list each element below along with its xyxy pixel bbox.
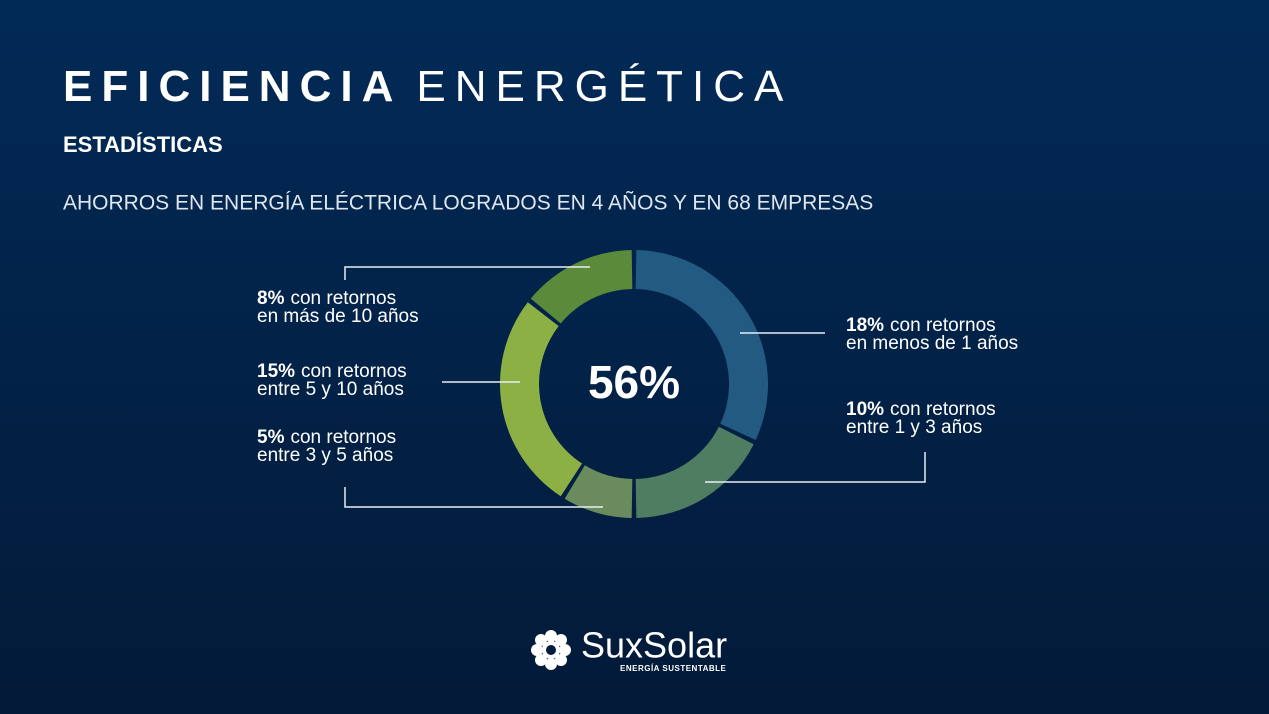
segment-label-line: entre 5 y 10 años bbox=[257, 379, 404, 400]
leader-line bbox=[344, 266, 590, 280]
title: EFICIENCIA ENERGÉTICA bbox=[63, 62, 792, 111]
segment-label-line: en menos de 1 años bbox=[846, 333, 1018, 354]
donut-segment bbox=[635, 250, 769, 441]
segment-label: 8% con retornos bbox=[257, 288, 396, 309]
donut-segment bbox=[635, 426, 754, 518]
segment-label-line: con retornos bbox=[890, 315, 996, 336]
donut-segment bbox=[499, 302, 583, 497]
leader-line bbox=[705, 452, 926, 483]
segment-label-line: en más de 10 años bbox=[257, 306, 419, 327]
segment-value-label: 8% bbox=[257, 288, 285, 309]
segment-label-line: entre 1 y 3 años bbox=[846, 417, 982, 438]
logo-icon bbox=[531, 630, 571, 670]
title-bold: EFICIENCIA bbox=[63, 62, 402, 111]
donut-segment bbox=[564, 465, 633, 518]
center-label: 56% bbox=[588, 356, 680, 408]
title-light: ENERGÉTICA bbox=[416, 62, 792, 111]
segment-label-line: con retornos bbox=[290, 427, 396, 448]
leader-line bbox=[344, 487, 603, 508]
segment-label-line: con retornos bbox=[890, 399, 996, 420]
segment-label: 5% con retornos bbox=[257, 427, 396, 448]
subtitle: ESTADÍSTICAS bbox=[63, 132, 223, 157]
description: AHORROS EN ENERGÍA ELÉCTRICA LOGRADOS EN… bbox=[63, 191, 873, 215]
segment-label-line: con retornos bbox=[290, 288, 396, 309]
segment-label-line: entre 3 y 5 años bbox=[257, 445, 393, 466]
segment-label: 15% con retornos bbox=[257, 361, 407, 382]
segment-label-line: con retornos bbox=[301, 361, 407, 382]
segment-value-label: 18% bbox=[846, 315, 884, 336]
segment-value-label: 10% bbox=[846, 399, 884, 420]
segment-value-label: 5% bbox=[257, 427, 285, 448]
segment-label: 10% con retornos bbox=[846, 399, 996, 420]
segment-value-label: 15% bbox=[257, 361, 295, 382]
donut-segment bbox=[530, 250, 633, 324]
segment-label: 18% con retornos bbox=[846, 315, 996, 336]
tagline: ENERGÍA SUSTENTABLE bbox=[620, 664, 727, 673]
brand: SuxSolar bbox=[581, 625, 727, 666]
